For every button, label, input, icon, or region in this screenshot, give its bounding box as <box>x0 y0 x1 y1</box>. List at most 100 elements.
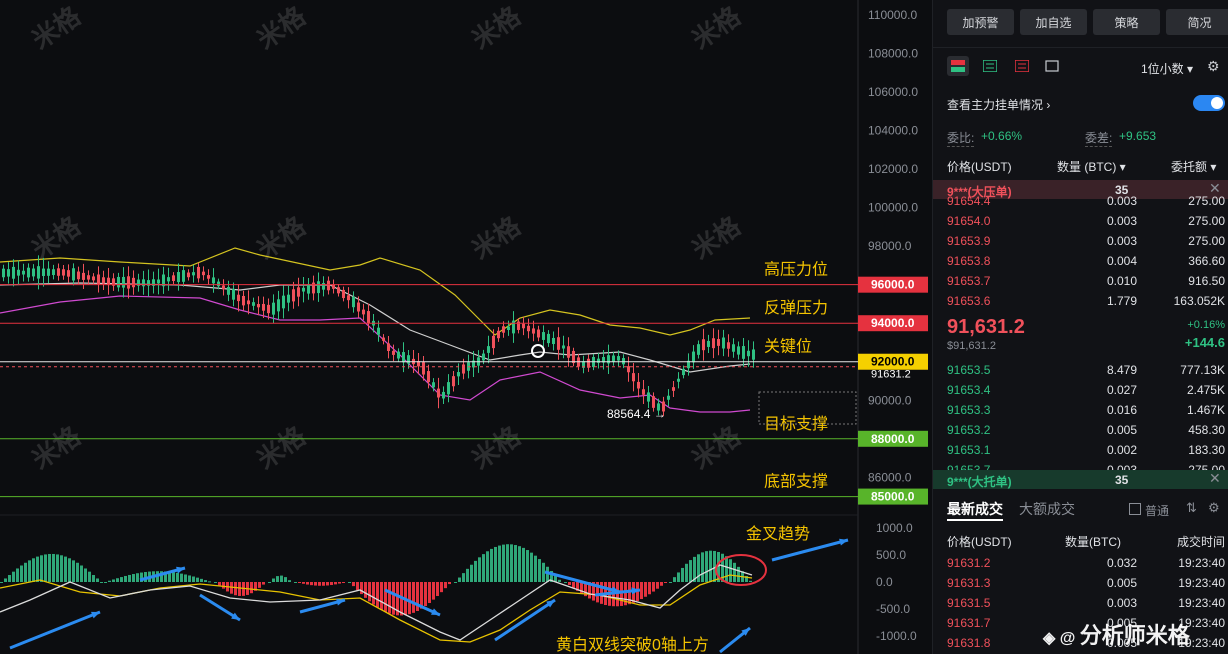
macd-bar <box>568 582 571 586</box>
col-qty-header[interactable]: 数量 (BTC) ▾ <box>1057 160 1126 174</box>
macd-bar <box>745 575 748 582</box>
macd-bar <box>48 553 51 582</box>
macd-bar <box>681 567 684 582</box>
bid-row[interactable]: 91653.3 0.016 1.467K <box>947 400 1225 420</box>
macd-bar <box>124 575 127 582</box>
macd-bar <box>408 582 411 615</box>
ask-row[interactable]: 91654.0 0.003 275.00 <box>947 211 1225 231</box>
candle-body <box>672 387 675 391</box>
macd-bar <box>100 582 103 583</box>
add-alert-button[interactable]: 加预警 <box>947 9 1014 35</box>
big-buy-label: 9***(大托单) <box>947 475 1012 489</box>
strategy-button[interactable]: 策略 <box>1093 9 1160 35</box>
candle-body <box>292 289 295 302</box>
macd-bar <box>330 582 333 586</box>
macd-bar <box>298 582 301 583</box>
macd-bar <box>20 565 23 582</box>
lower-band <box>0 295 751 413</box>
ask-row[interactable]: 91653.6 1.779 163.052K <box>933 291 1228 311</box>
bid-row[interactable]: 91653.4 0.027 2.475K <box>947 380 1225 400</box>
trades-col-time: 成交时间 <box>1176 535 1225 549</box>
candle-body <box>142 279 145 287</box>
bid-row[interactable]: 91653.5 8.479 777.13K <box>933 360 1228 380</box>
ask-row[interactable]: 91653.7 0.010 916.50 <box>947 271 1225 291</box>
candle-body <box>632 373 635 382</box>
ask-row[interactable]: 91654.4 0.003 275.00 <box>947 191 1225 211</box>
candle-body <box>72 268 75 281</box>
candle-body <box>582 361 585 368</box>
macd-bar <box>140 572 143 582</box>
book-trades-icon[interactable] <box>1041 56 1063 76</box>
dif-line <box>0 564 753 641</box>
macd-bar <box>0 582 3 583</box>
book-both-icon[interactable] <box>947 56 969 76</box>
col-total-header[interactable]: 委托额 ▾ <box>1171 160 1217 174</box>
main-orders-toggle[interactable] <box>1193 95 1225 111</box>
trade-price: 91631.2 <box>947 556 991 570</box>
bid-row[interactable]: 91653.1 0.002 183.30 <box>947 440 1225 460</box>
close-icon[interactable]: ✕ <box>1209 180 1221 196</box>
bid-row[interactable]: 91653.2 0.005 458.30 <box>947 420 1225 440</box>
macd-bar <box>234 582 237 596</box>
candle-body <box>307 284 310 294</box>
candle-body <box>162 274 165 287</box>
tab-latest-trades[interactable]: 最新成交 <box>947 501 1003 517</box>
decimal-select[interactable]: 1位小数 ▾ <box>1141 62 1194 76</box>
candle-body <box>497 330 500 339</box>
macd-bar <box>352 582 355 587</box>
bid-qty: 0.005 <box>1106 423 1137 437</box>
macd-bar <box>733 562 736 582</box>
candle-body <box>267 304 270 314</box>
macd-bar <box>725 556 728 582</box>
macd-bar <box>116 578 119 582</box>
candle-body <box>47 268 50 276</box>
arrow-head <box>741 628 750 636</box>
macd-bar <box>280 575 283 582</box>
macd-bar <box>372 582 375 605</box>
macd-bar <box>564 582 567 583</box>
macd-bar <box>478 557 481 582</box>
book-asks-icon[interactable] <box>1011 56 1033 76</box>
candle-body <box>327 280 330 291</box>
ask-price: 91654.0 <box>947 214 991 228</box>
macd-bar <box>640 582 643 600</box>
ask-qty: 0.010 <box>1106 274 1137 288</box>
macd-bar <box>454 582 457 583</box>
macd-bar <box>238 582 241 596</box>
overview-button[interactable]: 简况 <box>1166 9 1228 35</box>
candle-body <box>167 277 170 282</box>
add-watchlist-button[interactable]: 加自选 <box>1020 9 1087 35</box>
close-icon[interactable]: ✕ <box>1209 470 1221 486</box>
macd-bar <box>380 582 383 610</box>
ask-row[interactable]: 91653.9 0.003 275.00 <box>947 231 1225 251</box>
candle-body <box>132 277 135 288</box>
candle-body <box>572 350 575 364</box>
candle-body <box>687 360 690 369</box>
main-orders-link[interactable]: 查看主力挂单情况 › <box>947 98 1051 112</box>
macd-bar <box>444 582 447 589</box>
ask-price: 91654.4 <box>947 194 991 208</box>
price-tick-label: 110000.0 <box>868 8 917 22</box>
normal-checkbox[interactable] <box>1129 503 1141 515</box>
candle-body <box>607 355 610 364</box>
settings-icon[interactable]: ⚙ <box>1208 500 1220 515</box>
settings-icon[interactable]: ⚙ <box>1207 58 1220 74</box>
candle-body <box>597 358 600 363</box>
macd-bar <box>56 554 59 582</box>
macd-bar <box>486 551 489 582</box>
macd-bar <box>660 582 663 586</box>
normal-label: 普通 <box>1145 504 1170 518</box>
ask-row[interactable]: 91653.8 0.004 366.60 <box>947 251 1225 271</box>
ask-qty: 0.003 <box>1106 234 1137 248</box>
candle-body <box>737 346 740 355</box>
ask-qty: 0.004 <box>1106 254 1137 268</box>
tab-big-trades[interactable]: 大额成交 <box>1019 501 1075 517</box>
footer-brand: ◈ @ 分析师米格 <box>1043 623 1190 648</box>
sort-icon[interactable]: ⇅ <box>1186 500 1197 515</box>
macd-bar <box>32 558 35 582</box>
candle-body <box>362 309 365 315</box>
book-bids-icon[interactable] <box>979 56 1001 76</box>
arrow-annotation <box>544 570 621 594</box>
